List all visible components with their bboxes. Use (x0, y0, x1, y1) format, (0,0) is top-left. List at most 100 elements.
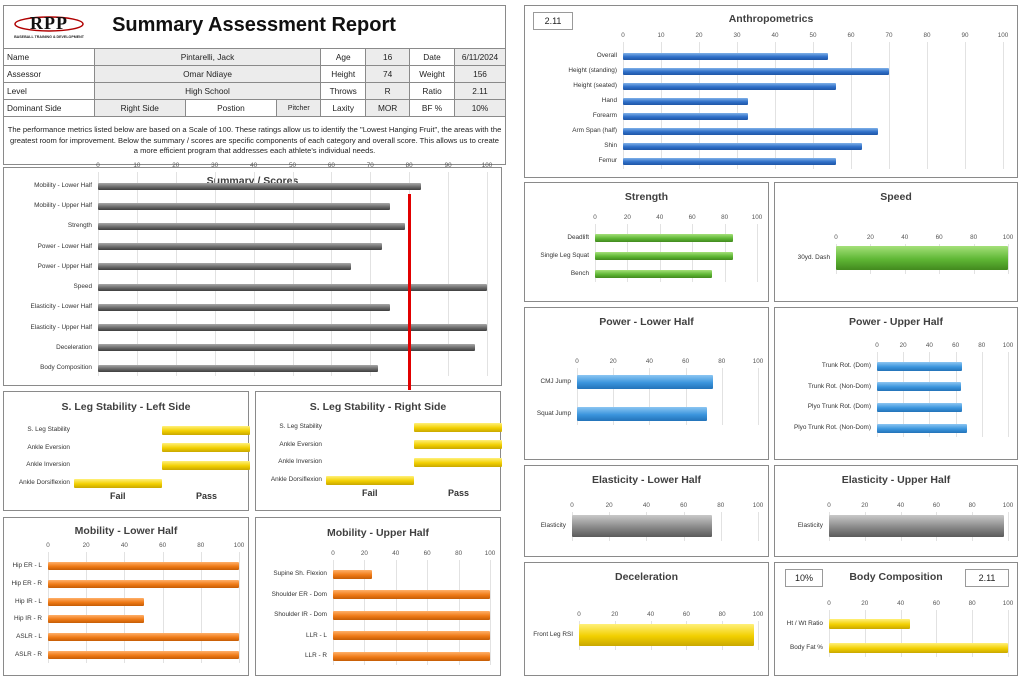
gridline (48, 552, 49, 663)
bar (623, 127, 878, 135)
category-label: Ankle Eversion (279, 440, 322, 448)
tick-label: 0 (834, 234, 838, 241)
gridline (623, 42, 624, 169)
gridline (490, 560, 491, 665)
tick-label: 40 (656, 214, 664, 221)
tick-label: 100 (997, 32, 1009, 39)
bar (48, 633, 239, 642)
gridline (1003, 42, 1004, 169)
bar (623, 67, 889, 75)
bar (98, 364, 379, 372)
bar (98, 222, 406, 230)
gridline (253, 172, 255, 376)
ratio-value: 2.11 (454, 82, 506, 100)
bar (98, 243, 382, 251)
gridline (239, 552, 240, 663)
category-label: Ankle Dorsiflexion (270, 476, 322, 483)
category-label: Strength (67, 222, 92, 230)
tick-label: 60 (682, 358, 690, 365)
tick-label: 60 (847, 32, 855, 39)
bar (48, 651, 239, 659)
gridline (757, 224, 758, 282)
category-label: Hip IR - L (15, 597, 42, 605)
tick-label: 100 (481, 162, 493, 169)
tick-label: 20 (623, 214, 631, 221)
category-label: Body Composition (40, 364, 92, 371)
tick-label: 80 (721, 214, 729, 221)
category-label: ASLR - L (16, 633, 42, 641)
chart-title: Body Composition (849, 571, 943, 583)
gridline (1008, 610, 1009, 657)
tick-label: 0 (96, 162, 100, 169)
category-label: Forearm (592, 112, 617, 119)
name-label: Name (3, 48, 95, 66)
gridline (877, 352, 878, 437)
tick-label: 100 (1002, 502, 1014, 509)
category-label: Plyo Trunk Rot. (Dom) (807, 403, 871, 411)
category-label: Speed (73, 283, 92, 291)
tick-label: 60 (423, 550, 431, 557)
gridline (487, 172, 488, 376)
gridline (927, 42, 928, 169)
position-value: Pitcher (276, 99, 322, 117)
tick-label: 20 (360, 550, 368, 557)
bar (98, 283, 487, 291)
gridline (720, 512, 722, 541)
threshold-line (407, 194, 411, 390)
tick-label: 10 (133, 162, 141, 169)
ratio-badge: 2.11 (533, 12, 573, 30)
gridline (981, 352, 983, 437)
category-label: Supine Sh. Flexion (273, 570, 327, 577)
throws-value: R (365, 82, 411, 100)
gridline (721, 368, 723, 425)
gridline (685, 368, 687, 425)
category-label: Hip ER - L (12, 562, 42, 569)
bar (48, 615, 144, 624)
gridline (889, 42, 890, 169)
gridline (1008, 512, 1009, 541)
gridline (613, 368, 615, 425)
tick-label: 60 (932, 600, 940, 607)
body-fat-badge: 10% (785, 569, 823, 587)
category-label: Trunk Rot. (Non-Dom) (808, 382, 871, 390)
category-label: Height (standing) (568, 67, 617, 74)
summary-scores-panel: Summary / Scores 0 10 20 30 40 50 60 70 80 90 100 Mo… (3, 162, 502, 390)
description-text: The performance metrics listed below are… (7, 125, 502, 155)
bar (98, 202, 390, 210)
gridline (936, 610, 938, 657)
bar (623, 97, 749, 105)
bar (74, 478, 162, 488)
gridline (864, 610, 866, 657)
tick-label: 50 (288, 162, 297, 169)
tick-label: 80 (968, 600, 976, 607)
category-label: Shoulder IR - Dom (274, 611, 327, 618)
bar (577, 375, 713, 389)
tick-label: 0 (827, 502, 831, 509)
throws-label: Throws (320, 82, 367, 100)
tick-label: 40 (897, 502, 905, 509)
tick-label: 100 (1002, 234, 1014, 241)
gridline (900, 610, 902, 657)
gridline (175, 172, 177, 376)
mobility-lower-panel: Mobility - Lower Half 0 20 40 60 80 100 Hip ER … (3, 517, 249, 676)
tick-label: 80 (923, 32, 931, 39)
fail-label: Fail (110, 491, 126, 501)
gridline (577, 368, 578, 425)
athlete-info-table: Name Pintarelli, Jack Age 16 Date 6/11/2… (3, 48, 506, 117)
bar (98, 303, 390, 311)
chart-title: Strength (624, 191, 669, 203)
tick-label: 40 (647, 611, 655, 618)
gridline (829, 610, 830, 657)
bar (162, 443, 250, 453)
date-value: 6/11/2024 (454, 48, 506, 66)
category-label: Trunk Rot. (Dom) (821, 362, 871, 369)
anthropometrics-panel: Anthropometrics 0 10 20 30 40 50 60 70 80 90 100 Ove… (524, 5, 1018, 178)
bar (623, 82, 836, 90)
category-label: Squat Jump (536, 410, 571, 417)
tick-label: 60 (952, 342, 960, 349)
category-label: CMJ Jump (540, 378, 571, 385)
sls-right-panel: S. Leg Stability - Right Side S. Leg Stab… (255, 391, 502, 511)
bar (577, 407, 708, 421)
tick-label: 20 (611, 611, 619, 618)
bar (829, 643, 1008, 653)
